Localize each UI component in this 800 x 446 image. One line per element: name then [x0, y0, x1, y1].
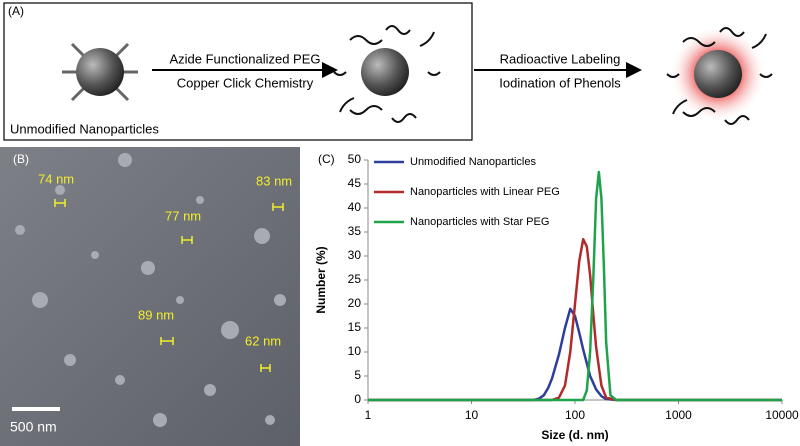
y-tick-label: 50: [348, 152, 362, 166]
series-line: [368, 237, 782, 402]
y-axis-title: Number (%): [314, 246, 328, 313]
x-tick-label: 1000: [665, 408, 692, 422]
x-tick-label: 100: [565, 408, 585, 422]
step-text: Radioactive Labeling: [500, 51, 621, 66]
sem-image: [0, 147, 300, 446]
chart: 0 5 10 15 20 25 30 35 40 45 50 1 10 100 1000 10000 Size …: [314, 152, 799, 442]
series-line: [368, 307, 782, 402]
particles: [15, 153, 286, 427]
size-label: 62 nm: [245, 333, 281, 348]
y-tick-label: 30: [348, 248, 362, 262]
y-tick-label: 35: [348, 224, 362, 238]
y-tick-label: 15: [348, 320, 362, 334]
legend-label: Unmodified Nanoparticles: [410, 156, 536, 168]
x-tick-label: 10: [465, 408, 479, 422]
size-markers: [54, 199, 284, 372]
nanoparticle-peg: [333, 25, 441, 123]
y-tick-label: 0: [354, 392, 361, 406]
nanoparticle-bare: [62, 42, 138, 102]
caption: Unmodified Nanoparticles: [10, 121, 159, 136]
scale-label: 500 nm: [10, 419, 57, 435]
y-tick-label: 20: [348, 296, 362, 310]
size-labels: 74 nm 83 nm 77 nm 89 nm 62 nm: [38, 171, 292, 348]
size-label: 77 nm: [165, 208, 201, 223]
y-tick-label: 10: [348, 344, 362, 358]
y-tick-label: 5: [354, 368, 361, 382]
x-tick-label: 1: [365, 408, 372, 422]
nanoparticle-labeled: [666, 26, 773, 125]
y-tick-label: 25: [348, 272, 362, 286]
step-text: Iodination of Phenols: [499, 75, 621, 90]
x-axis-title: Size (d. nm): [541, 428, 608, 442]
y-tick-label: 40: [348, 200, 362, 214]
size-label: 83 nm: [256, 173, 292, 188]
legend-label: Nanoparticles with Star PEG: [410, 216, 549, 228]
panel-label: (B): [13, 152, 29, 166]
size-label: 74 nm: [38, 171, 74, 186]
step-text: Copper Click Chemistry: [177, 75, 314, 90]
series-line: [368, 170, 782, 402]
panel-label: (C): [318, 152, 335, 166]
panel-a-frame: [3, 2, 473, 141]
step-text: Azide Functionalized PEG: [169, 51, 320, 66]
panel-label: (A): [8, 4, 24, 18]
size-label: 89 nm: [138, 307, 174, 322]
legend-label: Nanoparticles with Linear PEG: [410, 186, 560, 198]
x-tick-label: 10000: [765, 408, 799, 422]
y-tick-label: 45: [348, 176, 362, 190]
